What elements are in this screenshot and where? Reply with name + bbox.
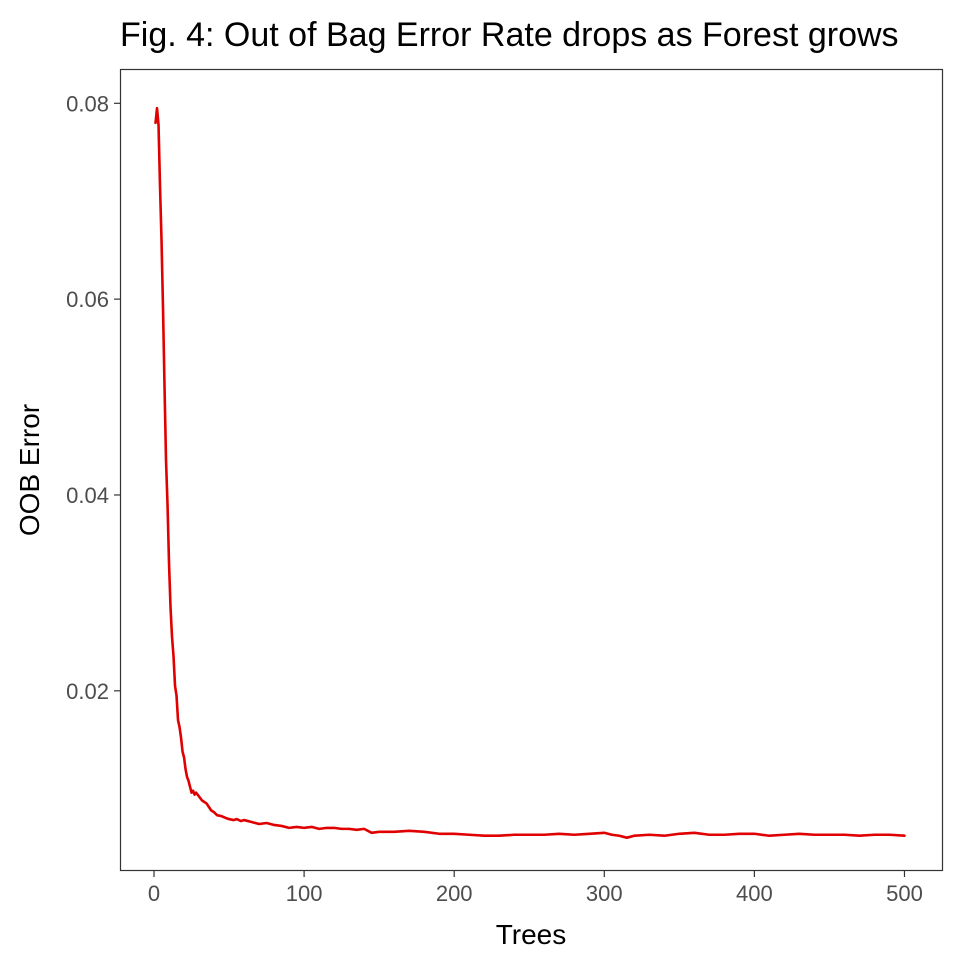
y-tick-label: 0.02 — [66, 679, 109, 704]
x-tick-label: 500 — [886, 881, 923, 906]
series-line-0 — [154, 106, 906, 839]
y-tick-label: 0.04 — [66, 483, 109, 508]
x-tick-label: 400 — [736, 881, 773, 906]
y-axis: 0.02 0.04 0.06 0.08 — [66, 91, 121, 704]
y-tick-label: 0.06 — [66, 287, 109, 312]
x-axis-title: Trees — [496, 919, 567, 950]
x-axis: 0 100 200 300 400 500 — [148, 870, 923, 906]
x-tick-label: 0 — [148, 881, 160, 906]
x-tick-label: 100 — [286, 881, 323, 906]
y-tick-label: 0.08 — [66, 91, 109, 116]
series-layer — [154, 106, 906, 839]
chart-title: Fig. 4: Out of Bag Error Rate drops as F… — [120, 16, 899, 54]
y-axis-title: OOB Error — [14, 404, 45, 536]
plot-panel — [119, 68, 944, 872]
x-tick-label: 200 — [436, 881, 473, 906]
x-tick-label: 300 — [586, 881, 623, 906]
